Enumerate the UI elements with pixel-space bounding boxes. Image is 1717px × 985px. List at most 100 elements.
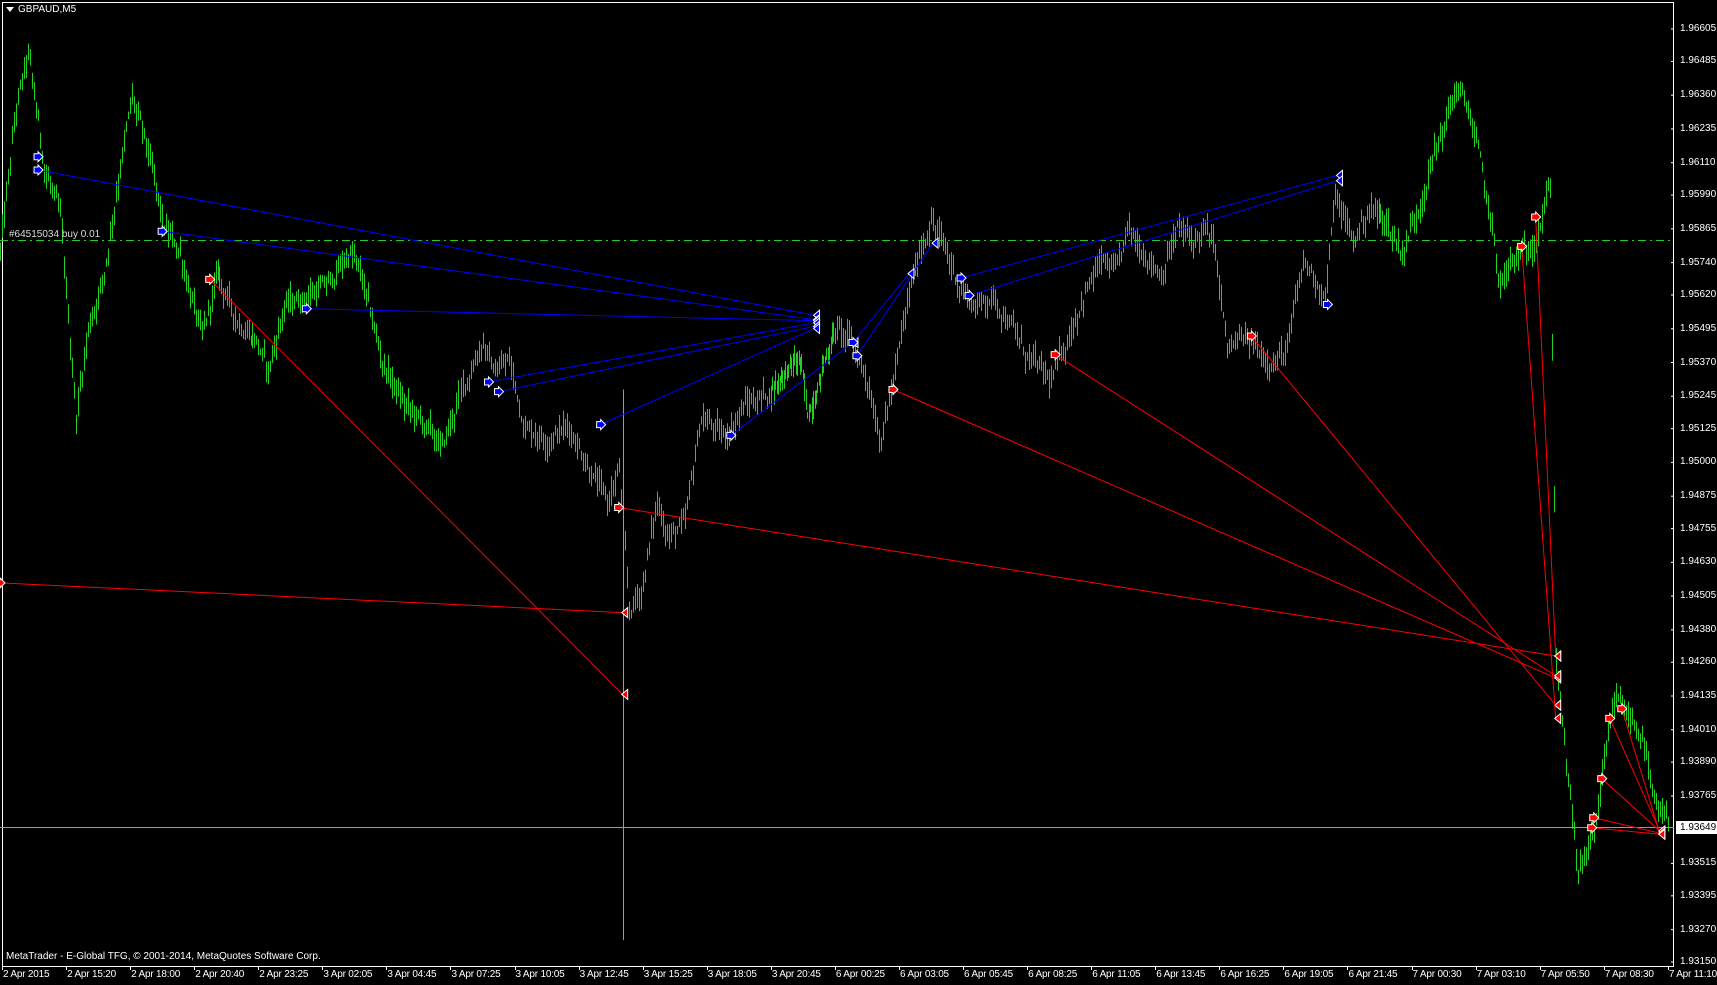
time-tick-label: 7 Apr 05:50 <box>1540 969 1590 980</box>
time-tick-label: 3 Apr 02:05 <box>323 969 373 980</box>
buy-open-arrow-icon <box>33 150 44 163</box>
sell-close-arrow-icon <box>1553 712 1562 725</box>
sell-close-arrow-icon <box>1553 669 1562 682</box>
buy-trade-line <box>498 325 815 393</box>
sell-close-arrow-icon <box>1658 828 1666 841</box>
time-tick <box>643 966 644 970</box>
time-tick-label: 3 Apr 10:05 <box>515 969 565 980</box>
time-tick-label: 7 Apr 08:30 <box>1604 969 1654 980</box>
price-tick-label: 1.94755 <box>1680 522 1717 534</box>
buy-trade-line <box>968 180 1338 297</box>
time-tick-label: 6 Apr 05:45 <box>964 969 1013 980</box>
sell-open-arrow-icon <box>1050 348 1061 361</box>
buy-open-arrow-icon <box>157 225 168 238</box>
sell-close-arrow-icon <box>620 688 629 701</box>
buy-open-arrow-icon <box>484 375 495 389</box>
sell-open-arrow-icon <box>1589 811 1600 825</box>
order-line-label: #64515034 buy 0.01 <box>9 229 101 240</box>
time-tick-label: 6 Apr 08:25 <box>1028 969 1078 980</box>
sell-open-arrow-icon <box>0 577 6 589</box>
time-tick <box>1540 966 1541 970</box>
buy-open-arrow-icon <box>33 163 44 177</box>
buy-open-arrow-icon <box>956 271 967 285</box>
time-tick-label: 3 Apr 04:45 <box>387 969 437 980</box>
copyright-footer: MetaTrader - E-Global TFG, © 2001-2014, … <box>6 951 321 962</box>
time-tick-label: 2 Apr 20:40 <box>195 969 245 980</box>
sell-open-arrow-icon <box>205 273 216 286</box>
current-price-label: 1.93649 <box>1676 820 1717 834</box>
price-tick-label: 1.96485 <box>1680 55 1717 67</box>
sell-open-arrow-icon <box>888 383 899 396</box>
buy-trade-line <box>306 308 815 322</box>
time-tick <box>322 966 323 970</box>
sell-close-arrow-icon <box>1553 649 1562 663</box>
time-tick-label: 6 Apr 16:25 <box>1220 969 1270 980</box>
sell-trade-line <box>1621 708 1661 834</box>
buy-trade-line <box>856 242 934 357</box>
sell-trade-line <box>1054 354 1556 677</box>
price-tick-label: 1.93150 <box>1680 956 1717 967</box>
time-tick <box>66 966 67 970</box>
buy-close-arrow-icon <box>812 322 821 335</box>
time-tick-label: 6 Apr 21:45 <box>1348 969 1398 980</box>
buy-trade-line <box>960 174 1338 279</box>
buy-close-arrow-icon <box>907 267 915 280</box>
time-tick <box>1091 966 1092 970</box>
time-tick-label: 2 Apr 15:20 <box>67 969 117 980</box>
price-tick-label: 1.93765 <box>1680 789 1717 801</box>
time-tick-label: 3 Apr 12:45 <box>579 969 629 980</box>
price-tick-label: 1.93395 <box>1680 889 1717 901</box>
time-tick <box>1347 966 1348 970</box>
buy-close-arrow-icon <box>931 237 939 250</box>
buy-open-arrow-icon <box>494 385 505 398</box>
sell-trade-line <box>892 389 1556 679</box>
price-tick-label: 1.93270 <box>1680 923 1717 935</box>
time-tick <box>1219 966 1220 970</box>
time-tick-label: 2 Apr 2015 <box>3 969 50 980</box>
sell-close-arrow-icon <box>1553 699 1562 712</box>
chart-frame <box>2 2 1674 967</box>
sell-trade-line <box>1591 827 1660 835</box>
buy-open-arrow-icon <box>1322 298 1334 311</box>
time-tick <box>386 966 387 970</box>
sell-close-arrow-icon <box>620 606 629 619</box>
time-tick-label: 3 Apr 07:25 <box>451 969 501 980</box>
sell-open-arrow-icon <box>1597 772 1608 785</box>
buy-trade-line <box>37 169 815 316</box>
sell-trade-line <box>1601 778 1661 832</box>
price-chart[interactable] <box>0 0 1674 967</box>
price-tick-label: 1.93515 <box>1680 857 1717 869</box>
buy-trade-line <box>730 342 854 436</box>
price-tick-label: 1.95125 <box>1680 422 1717 434</box>
sell-open-arrow-icon <box>1617 702 1628 715</box>
time-tick <box>707 966 708 970</box>
time-tick-label: 3 Apr 20:45 <box>771 969 821 980</box>
time-tick <box>1155 966 1156 970</box>
sell-open-arrow-icon <box>1517 240 1528 253</box>
sell-trade-line <box>209 278 624 695</box>
sell-open-arrow-icon <box>1531 210 1542 224</box>
time-tick-label: 3 Apr 18:05 <box>707 969 757 980</box>
price-tick-label: 1.96605 <box>1680 23 1717 34</box>
sell-trade-line <box>1250 335 1557 706</box>
time-tick <box>1668 966 1669 970</box>
buy-open-arrow-icon <box>726 429 737 442</box>
time-tick <box>130 966 131 970</box>
buy-open-arrow-icon <box>964 289 975 302</box>
time-tick <box>515 966 516 970</box>
price-tick-label: 1.96360 <box>1680 89 1717 101</box>
buy-open-arrow-icon <box>848 336 859 349</box>
time-tick-label: 3 Apr 15:25 <box>643 969 693 980</box>
time-tick <box>194 966 195 970</box>
chart-title[interactable]: GBPAUD,M5 <box>6 4 76 15</box>
time-tick <box>258 966 259 970</box>
sell-trade-line <box>1609 718 1661 832</box>
triangle-down-icon[interactable] <box>6 7 14 12</box>
price-tick-label: 1.94135 <box>1680 690 1717 701</box>
time-tick <box>1476 966 1477 970</box>
time-tick <box>450 966 451 970</box>
time-tick <box>1604 966 1605 970</box>
price-tick-label: 1.94380 <box>1680 623 1717 635</box>
time-tick-label: 2 Apr 23:25 <box>259 969 309 980</box>
sell-trade-line <box>0 582 623 614</box>
